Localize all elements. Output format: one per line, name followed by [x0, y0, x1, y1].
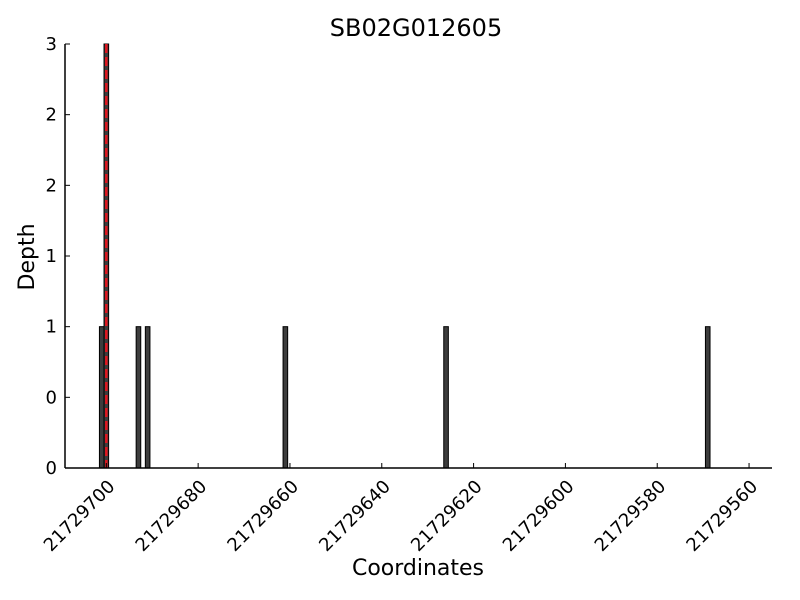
x-tick-label-5: 21729600	[499, 476, 579, 556]
x-tick-label-3: 21729640	[315, 476, 395, 556]
x-tick-label-2: 21729660	[223, 476, 303, 556]
x-ticks-group: 21729700 21729680 21729660 21729640 21729620…	[40, 463, 762, 556]
x-tick-label-4: 21729620	[407, 476, 487, 556]
x-tick-label-1: 21729680	[132, 476, 212, 556]
y-tick-label-5: 2	[46, 105, 57, 126]
bar-5	[443, 326, 449, 469]
bar-3	[144, 326, 151, 469]
bar-4	[282, 326, 289, 469]
bar-0	[98, 326, 105, 469]
bar-2	[135, 326, 142, 469]
x-tick-label-6: 21729580	[591, 476, 671, 556]
y-tick-label-1: 0	[46, 387, 57, 408]
y-tick-label-3: 1	[46, 246, 57, 267]
bar-6	[704, 326, 711, 469]
y-tick-label-2: 1	[46, 317, 57, 338]
x-axis-title: Coordinates	[352, 556, 484, 581]
x-tick-label-7: 21729560	[682, 476, 762, 556]
y-tick-label-0: 0	[46, 458, 57, 479]
y-tick-label-4: 2	[46, 175, 57, 196]
bars-group	[98, 43, 711, 469]
y-tick-label-6: 3	[46, 34, 57, 55]
y-axis-title: Depth	[15, 223, 40, 290]
chart-title: SB02G012605	[330, 14, 502, 42]
x-tick-label-0: 21729700	[40, 476, 120, 556]
y-ticks-group: 0 0 1 1 2 2 3	[46, 34, 70, 479]
